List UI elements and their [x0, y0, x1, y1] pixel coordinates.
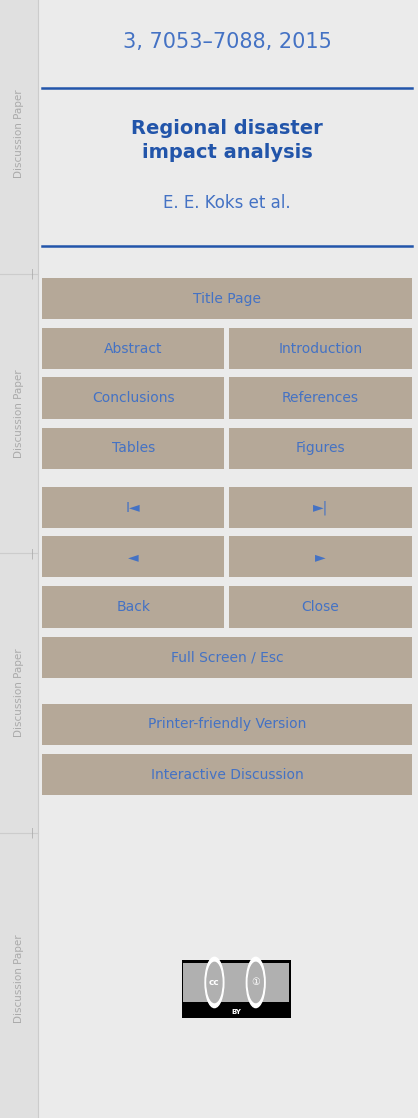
- Text: Conclusions: Conclusions: [92, 391, 175, 405]
- Bar: [42, 537, 224, 577]
- Circle shape: [207, 963, 222, 1003]
- Text: Discussion Paper: Discussion Paper: [14, 934, 24, 1023]
- Text: References: References: [282, 391, 359, 405]
- Text: BY: BY: [231, 1008, 241, 1014]
- Text: Tables: Tables: [112, 442, 155, 455]
- Text: ◄: ◄: [128, 550, 139, 563]
- Text: Interactive Discussion: Interactive Discussion: [150, 768, 303, 781]
- Bar: [229, 486, 412, 528]
- Text: ►: ►: [315, 550, 326, 563]
- Bar: [42, 755, 412, 796]
- Text: Introduction: Introduction: [278, 342, 363, 356]
- Text: E. E. Koks et al.: E. E. Koks et al.: [163, 195, 291, 212]
- Bar: [229, 377, 412, 418]
- Text: Close: Close: [302, 600, 339, 614]
- Text: Full Screen / Esc: Full Screen / Esc: [171, 651, 283, 664]
- Bar: [183, 963, 289, 1002]
- Bar: [42, 377, 224, 418]
- Text: Discussion Paper: Discussion Paper: [14, 89, 24, 179]
- Bar: [42, 277, 412, 320]
- Text: I◄: I◄: [126, 501, 140, 514]
- Text: ►|: ►|: [313, 501, 328, 514]
- Bar: [42, 704, 412, 746]
- Text: Back: Back: [116, 600, 150, 614]
- Bar: [182, 960, 291, 1018]
- Text: Regional disaster
impact analysis: Regional disaster impact analysis: [131, 120, 323, 162]
- Text: Figures: Figures: [296, 442, 345, 455]
- Circle shape: [205, 957, 224, 1007]
- Text: Printer-friendly Version: Printer-friendly Version: [148, 718, 306, 731]
- Bar: [42, 486, 224, 528]
- Text: Abstract: Abstract: [104, 342, 163, 356]
- Circle shape: [248, 963, 263, 1003]
- Bar: [229, 537, 412, 577]
- Circle shape: [246, 957, 265, 1007]
- Bar: [229, 329, 412, 369]
- Text: |: |: [31, 268, 34, 280]
- Bar: [229, 587, 412, 628]
- Bar: [229, 427, 412, 470]
- Bar: [0, 0, 38, 1118]
- Text: 3, 7053–7088, 2015: 3, 7053–7088, 2015: [122, 32, 331, 53]
- Bar: [42, 427, 224, 470]
- Text: Discussion Paper: Discussion Paper: [14, 648, 24, 738]
- Text: cc: cc: [209, 978, 220, 987]
- Text: |: |: [31, 827, 34, 838]
- Text: |: |: [31, 548, 34, 559]
- Text: Discussion Paper: Discussion Paper: [14, 369, 24, 458]
- Bar: [42, 587, 224, 628]
- Text: ①: ①: [251, 977, 260, 987]
- Bar: [42, 637, 412, 678]
- Text: Title Page: Title Page: [193, 292, 261, 305]
- Bar: [42, 329, 224, 369]
